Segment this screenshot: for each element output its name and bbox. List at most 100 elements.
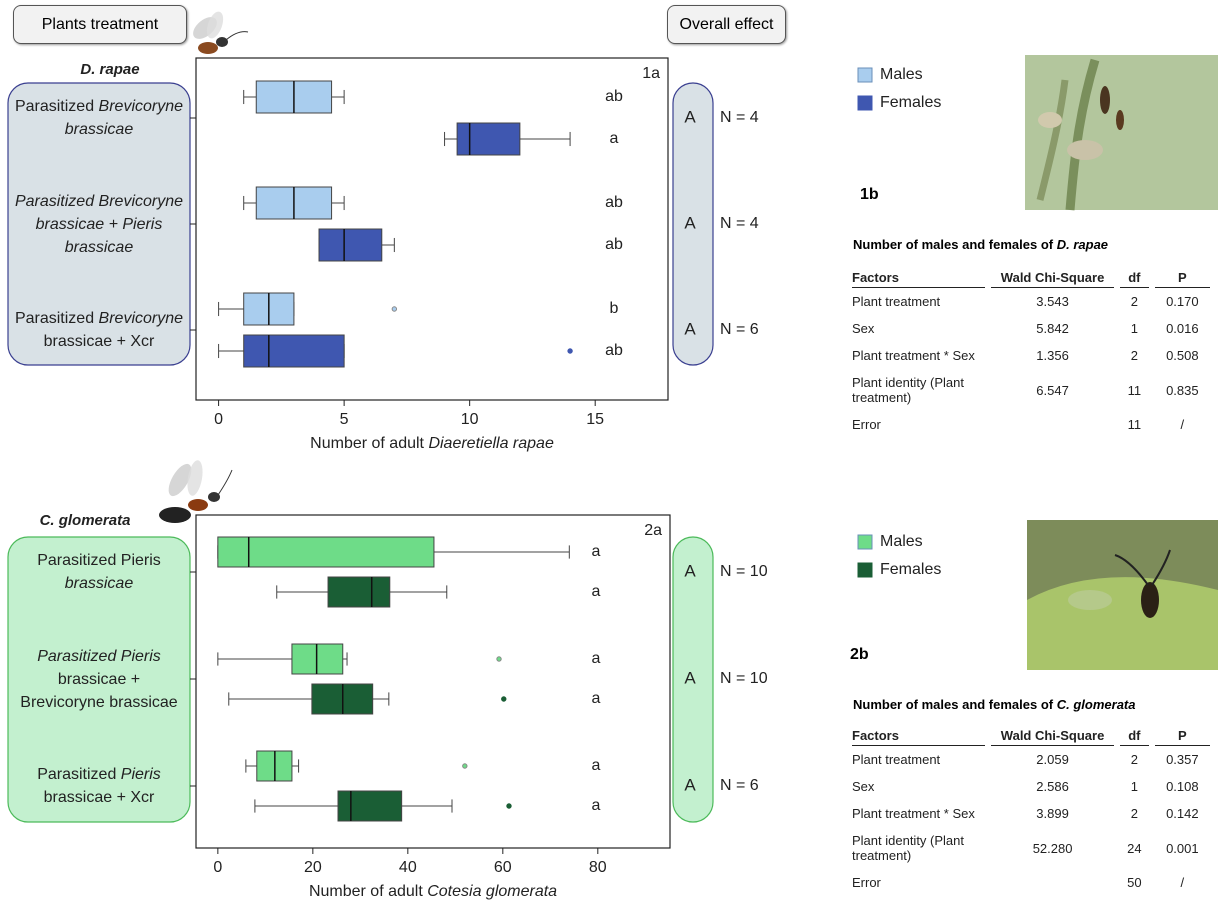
x-tick-label: 10 xyxy=(461,411,479,428)
significance-letter: a xyxy=(592,797,601,814)
legend-label: Females xyxy=(880,561,941,578)
box xyxy=(244,335,344,367)
table-cell: 1 xyxy=(1120,773,1149,800)
header-right: Overall effect xyxy=(667,5,786,44)
table-cell: 6.547 xyxy=(991,369,1114,411)
flier xyxy=(502,697,506,701)
legend-swatch xyxy=(858,96,872,110)
legend-swatch xyxy=(858,563,872,577)
flier xyxy=(497,657,501,661)
group-label: Parasitized Pieris brassicae + Brevicory… xyxy=(8,634,190,724)
group-label-part: brassicae + Xcr xyxy=(44,333,155,350)
x-tick-label: 5 xyxy=(340,411,349,428)
panel-label: 1a xyxy=(642,65,660,82)
overall-letter: A xyxy=(684,213,696,232)
table-header: Factors xyxy=(852,268,985,288)
significance-letter: a xyxy=(592,690,601,707)
flier xyxy=(568,349,572,353)
group-label-part: Pieris xyxy=(121,766,161,783)
legend-label: Males xyxy=(880,533,923,550)
table-cell: 3.543 xyxy=(991,288,1114,315)
x-tick-label: 40 xyxy=(399,859,417,876)
significance-letter: ab xyxy=(605,236,623,253)
significance-letter: a xyxy=(592,757,601,774)
table-cell: Plant treatment xyxy=(852,746,985,773)
x-axis-label-part: Diaeretiella rapae xyxy=(428,435,554,452)
x-tick-label: 20 xyxy=(304,859,322,876)
group-label-text: Parasitized Pieris brassicae xyxy=(14,549,184,595)
table-cell: 24 xyxy=(1120,827,1149,869)
n-label: N = 4 xyxy=(720,109,759,126)
table-cell: 0.508 xyxy=(1155,342,1210,369)
table-cell: Plant treatment xyxy=(852,288,985,315)
overall-letter: A xyxy=(684,319,696,338)
table-header: Wald Chi-Square xyxy=(991,268,1114,288)
panel-label: 2a xyxy=(644,522,662,539)
group-label-text: Parasitized Brevicoryne brassicae xyxy=(14,95,184,141)
table-cell: 11 xyxy=(1120,411,1149,438)
table-title-part: C. glomerata xyxy=(1057,697,1136,712)
n-label: N = 6 xyxy=(720,777,759,794)
table-label: 1b xyxy=(860,186,879,204)
group-label-part: Parasitized Brevicoryne brassicae + Pier… xyxy=(15,193,183,256)
group-label-part: Parasitized xyxy=(37,766,121,783)
flier xyxy=(463,764,467,768)
group-label-part: brassicae + Brevicoryne brassicae xyxy=(20,671,177,711)
table-cell: 2 xyxy=(1120,342,1149,369)
photo-2 xyxy=(1027,520,1218,670)
table-cell: Plant identity (Plant treatment) xyxy=(852,827,985,869)
group-label-part: Parasitized xyxy=(15,98,99,115)
table-cell: Plant treatment * Sex xyxy=(852,800,985,827)
group-label: Parasitized Brevicoryne brassicae + Xcr xyxy=(8,285,190,375)
table-cell: 0.357 xyxy=(1155,746,1210,773)
table-row: Plant treatment2.05920.357 xyxy=(852,746,1210,773)
n-label: N = 10 xyxy=(720,563,768,580)
box xyxy=(319,229,382,261)
x-axis-label: Number of adult Diaeretiella rapae xyxy=(310,435,554,452)
box xyxy=(457,123,520,155)
table-cell: Plant treatment * Sex xyxy=(852,342,985,369)
x-tick-label: 60 xyxy=(494,859,512,876)
stats-table: FactorsWald Chi-SquaredfPPlant treatment… xyxy=(846,726,1216,896)
table-cell: 0.001 xyxy=(1155,827,1210,869)
table-cell: 5.842 xyxy=(991,315,1114,342)
table-cell: 11 xyxy=(1120,369,1149,411)
table-header: Factors xyxy=(852,726,985,746)
legend-label: Females xyxy=(880,94,941,111)
group-label-text: Parasitized Brevicoryne brassicae + Pier… xyxy=(14,190,184,259)
n-label: N = 6 xyxy=(720,321,759,338)
box xyxy=(218,537,434,567)
table-cell: Error xyxy=(852,869,985,896)
overall-letter: A xyxy=(684,668,696,687)
photo-1 xyxy=(1025,55,1218,210)
group-label: Parasitized Pieris brassicae xyxy=(8,527,190,617)
table-row: Plant identity (Plant treatment)52.28024… xyxy=(852,827,1210,869)
table-title: Number of males and females of C. glomer… xyxy=(853,697,1135,712)
table-row: Plant treatment3.54320.170 xyxy=(852,288,1210,315)
significance-letter: b xyxy=(610,300,619,317)
x-tick-label: 0 xyxy=(213,859,222,876)
group-label-part: brassicae + Xcr xyxy=(44,789,155,806)
group-label-part: Brevicoryne xyxy=(99,310,183,327)
table-header-row: FactorsWald Chi-SquaredfP xyxy=(852,268,1210,288)
table-cell: / xyxy=(1155,869,1210,896)
table-cell: 2 xyxy=(1120,800,1149,827)
table-cell: 0.108 xyxy=(1155,773,1210,800)
table-cell: 0.142 xyxy=(1155,800,1210,827)
table-cell: 2.586 xyxy=(991,773,1114,800)
table-cell: 0.835 xyxy=(1155,369,1210,411)
n-label: N = 4 xyxy=(720,215,759,232)
significance-letter: a xyxy=(592,650,601,667)
table-cell: / xyxy=(1155,411,1210,438)
table-header: df xyxy=(1120,268,1149,288)
x-axis-label-part: Number of adult xyxy=(309,883,427,900)
overall-letter: A xyxy=(684,107,696,126)
wasp-icon-2 xyxy=(159,459,232,523)
table-header: Wald Chi-Square xyxy=(991,726,1114,746)
